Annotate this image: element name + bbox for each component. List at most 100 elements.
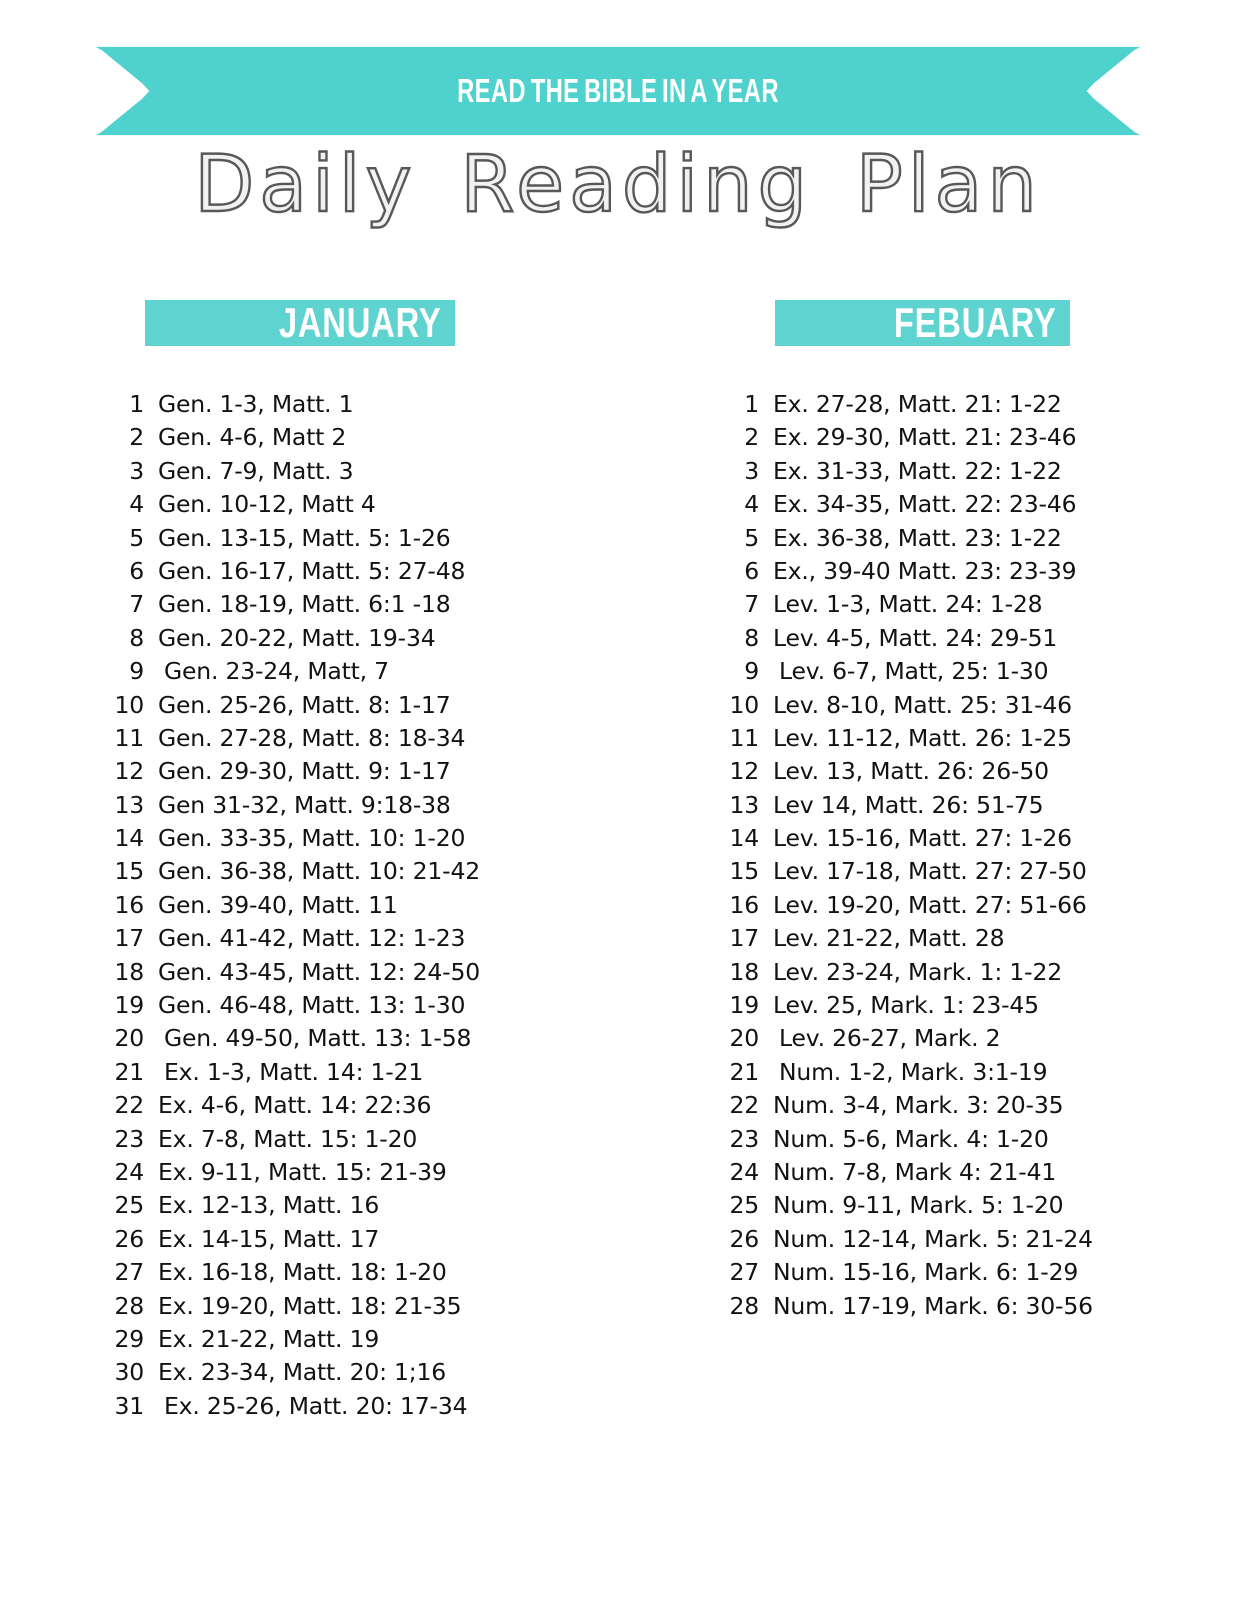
entry-scripture-reference: Gen. 29-30, Matt. 9: 1-17 — [158, 757, 451, 786]
reading-entry: 26 Ex. 14-15, Matt. 17 — [100, 1225, 600, 1258]
entry-scripture-reference: Num. 3-4, Mark. 3: 20-35 — [773, 1091, 1064, 1120]
reading-entry: 20 Lev. 26-27, Mark. 2 — [715, 1024, 1215, 1057]
reading-entry: 31 Ex. 25-26, Matt. 20: 17-34 — [100, 1392, 600, 1425]
entry-day-number: 25 — [729, 1191, 759, 1220]
reading-entry: 23 Ex. 7-8, Matt. 15: 1-20 — [100, 1125, 600, 1158]
reading-entry: 28 Ex. 19-20, Matt. 18: 21-35 — [100, 1292, 600, 1325]
reading-entry: 7 Gen. 18-19, Matt. 6:1 -18 — [100, 590, 600, 623]
entry-scripture-reference: Gen. 10-12, Matt 4 — [158, 490, 376, 519]
reading-entry: 14 Gen. 33-35, Matt. 10: 1-20 — [100, 824, 600, 857]
entry-scripture-reference: Ex. 4-6, Matt. 14: 22:36 — [158, 1091, 432, 1120]
entry-day-number: 21 — [114, 1057, 144, 1086]
reading-entry: 16 Gen. 39-40, Matt. 11 — [100, 891, 600, 924]
reading-entry: 8 Gen. 20-22, Matt. 19-34 — [100, 624, 600, 657]
reading-entry: 27 Ex. 16-18, Matt. 18: 1-20 — [100, 1258, 600, 1291]
entry-day-number: 23 — [729, 1124, 759, 1153]
entry-scripture-reference: Gen. 7-9, Matt. 3 — [158, 456, 354, 485]
reading-entry: 6 Ex., 39-40 Matt. 23: 23-39 — [715, 557, 1215, 590]
reading-entry: 17 Gen. 41-42, Matt. 12: 1-23 — [100, 924, 600, 957]
month-name-january: JANUARY — [278, 299, 441, 346]
reading-entry: 24 Ex. 9-11, Matt. 15: 21-39 — [100, 1158, 600, 1191]
entry-day-number: 24 — [729, 1157, 759, 1186]
entry-scripture-reference: Gen. 25-26, Matt. 8: 1-17 — [158, 690, 451, 719]
entry-day-number: 4 — [129, 490, 144, 519]
entry-scripture-reference: Num. 1-2, Mark. 3:1-19 — [779, 1057, 1048, 1086]
month-header-febuary: FEBUARY — [775, 299, 1070, 346]
reading-entry: 9 Lev. 6-7, Matt, 25: 1-30 — [715, 657, 1215, 690]
entry-day-number: 14 — [114, 824, 144, 853]
entry-scripture-reference: Gen. 33-35, Matt. 10: 1-20 — [158, 824, 466, 853]
entry-day-number: 22 — [729, 1091, 759, 1120]
banner-title: READ THE BIBLE IN A YEAR — [457, 72, 779, 109]
entry-scripture-reference: Lev. 11-12, Matt. 26: 1-25 — [773, 723, 1072, 752]
entry-scripture-reference: Num. 7-8, Mark 4: 21-41 — [773, 1157, 1057, 1186]
entry-day-number: 26 — [729, 1224, 759, 1253]
entry-day-number: 15 — [729, 857, 759, 886]
entry-scripture-reference: Lev. 1-3, Matt. 24: 1-28 — [773, 590, 1043, 619]
entry-day-number: 5 — [744, 523, 759, 552]
entry-day-number: 2 — [744, 423, 759, 452]
entry-scripture-reference: Lev. 23-24, Mark. 1: 1-22 — [773, 957, 1062, 986]
entry-scripture-reference: Ex. 1-3, Matt. 14: 1-21 — [164, 1057, 424, 1086]
reading-entry: 15 Gen. 36-38, Matt. 10: 21-42 — [100, 857, 600, 890]
reading-entry: 12 Gen. 29-30, Matt. 9: 1-17 — [100, 757, 600, 790]
reading-entry: 10 Lev. 8-10, Matt. 25: 31-46 — [715, 691, 1215, 724]
reading-entry: 3 Ex. 31-33, Matt. 22: 1-22 — [715, 457, 1215, 490]
entry-scripture-reference: Ex., 39-40 Matt. 23: 23-39 — [773, 556, 1077, 585]
entry-day-number: 9 — [129, 657, 144, 686]
month-name-febuary: FEBUARY — [893, 299, 1056, 346]
header-ribbon-banner: READ THE BIBLE IN A YEAR — [60, 45, 1176, 137]
reading-entry: 5 Ex. 36-38, Matt. 23: 1-22 — [715, 524, 1215, 557]
entry-day-number: 31 — [114, 1391, 144, 1420]
entry-scripture-reference: Lev. 19-20, Matt. 27: 51-66 — [773, 890, 1087, 919]
entry-day-number: 8 — [129, 623, 144, 652]
entry-day-number: 20 — [114, 1024, 144, 1053]
reading-entry: 13 Gen 31-32, Matt. 9:18-38 — [100, 791, 600, 824]
reading-entry: 4 Ex. 34-35, Matt. 22: 23-46 — [715, 490, 1215, 523]
month-header-january: JANUARY — [145, 299, 455, 346]
entry-day-number: 21 — [729, 1057, 759, 1086]
entry-scripture-reference: Lev. 13, Matt. 26: 26-50 — [773, 757, 1049, 786]
entry-day-number: 25 — [114, 1191, 144, 1220]
reading-entry: 25 Ex. 12-13, Matt. 16 — [100, 1191, 600, 1224]
reading-entry: 4 Gen. 10-12, Matt 4 — [100, 490, 600, 523]
entry-scripture-reference: Ex. 16-18, Matt. 18: 1-20 — [158, 1258, 447, 1287]
entry-scripture-reference: Ex. 12-13, Matt. 16 — [158, 1191, 380, 1220]
entry-scripture-reference: Gen. 13-15, Matt. 5: 1-26 — [158, 523, 451, 552]
reading-entry: 3 Gen. 7-9, Matt. 3 — [100, 457, 600, 490]
entry-scripture-reference: Gen. 41-42, Matt. 12: 1-23 — [158, 924, 466, 953]
reading-entry: 21 Num. 1-2, Mark. 3:1-19 — [715, 1058, 1215, 1091]
entry-day-number: 28 — [729, 1291, 759, 1320]
entry-scripture-reference: Gen. 46-48, Matt. 13: 1-30 — [158, 991, 466, 1020]
entry-day-number: 27 — [729, 1258, 759, 1287]
entry-day-number: 6 — [744, 556, 759, 585]
reading-entry: 5 Gen. 13-15, Matt. 5: 1-26 — [100, 524, 600, 557]
entry-scripture-reference: Gen. 16-17, Matt. 5: 27-48 — [158, 556, 466, 585]
reading-entry: 9 Gen. 23-24, Matt, 7 — [100, 657, 600, 690]
entry-day-number: 26 — [114, 1224, 144, 1253]
entry-scripture-reference: Gen. 36-38, Matt. 10: 21-42 — [158, 857, 480, 886]
reading-entry: 24 Num. 7-8, Mark 4: 21-41 — [715, 1158, 1215, 1191]
entry-day-number: 12 — [729, 757, 759, 786]
month-column-january: JANUARY 1 Gen. 1-3, Matt. 1 2 Gen. 4-6, Mat… — [100, 299, 600, 1425]
entry-scripture-reference: Num. 12-14, Mark. 5: 21-24 — [773, 1224, 1093, 1253]
entry-day-number: 11 — [729, 723, 759, 752]
entry-scripture-reference: Gen. 39-40, Matt. 11 — [158, 890, 398, 919]
entry-scripture-reference: Num. 15-16, Mark. 6: 1-29 — [773, 1258, 1079, 1287]
reading-entry: 22 Ex. 4-6, Matt. 14: 22:36 — [100, 1091, 600, 1124]
reading-entry: 8 Lev. 4-5, Matt. 24: 29-51 — [715, 624, 1215, 657]
reading-entry: 15 Lev. 17-18, Matt. 27: 27-50 — [715, 857, 1215, 890]
entry-scripture-reference: Ex. 36-38, Matt. 23: 1-22 — [773, 523, 1062, 552]
entry-day-number: 6 — [129, 556, 144, 585]
reading-entry: 11 Gen. 27-28, Matt. 8: 18-34 — [100, 724, 600, 757]
reading-entry: 25 Num. 9-11, Mark. 5: 1-20 — [715, 1191, 1215, 1224]
entry-day-number: 16 — [114, 890, 144, 919]
entry-day-number: 30 — [114, 1358, 144, 1387]
entry-scripture-reference: Num. 9-11, Mark. 5: 1-20 — [773, 1191, 1064, 1220]
entry-day-number: 10 — [114, 690, 144, 719]
entry-scripture-reference: Gen. 27-28, Matt. 8: 18-34 — [158, 723, 466, 752]
reading-entry: 10 Gen. 25-26, Matt. 8: 1-17 — [100, 691, 600, 724]
entry-scripture-reference: Ex. 34-35, Matt. 22: 23-46 — [773, 490, 1077, 519]
entry-day-number: 22 — [114, 1091, 144, 1120]
